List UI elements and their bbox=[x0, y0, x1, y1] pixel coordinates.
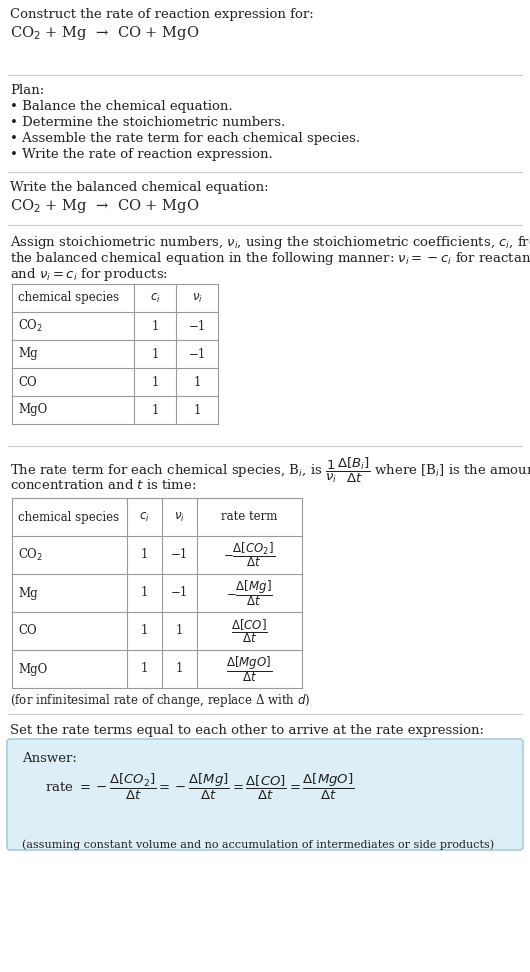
Text: 1: 1 bbox=[193, 375, 201, 389]
Text: MgO: MgO bbox=[18, 403, 47, 416]
Text: CO$_2$: CO$_2$ bbox=[18, 318, 43, 334]
Text: 1: 1 bbox=[193, 403, 201, 416]
Text: the balanced chemical equation in the following manner: $\nu_i = -c_i$ for react: the balanced chemical equation in the fo… bbox=[10, 250, 530, 267]
Text: 1: 1 bbox=[151, 348, 158, 361]
Text: $\nu_i$: $\nu_i$ bbox=[191, 292, 202, 304]
Text: $-\dfrac{\Delta[CO_2]}{\Delta t}$: $-\dfrac{\Delta[CO_2]}{\Delta t}$ bbox=[224, 540, 276, 570]
Text: concentration and $t$ is time:: concentration and $t$ is time: bbox=[10, 478, 197, 492]
Text: rate $= -\dfrac{\Delta[CO_2]}{\Delta t} = -\dfrac{\Delta[Mg]}{\Delta t} = \dfrac: rate $= -\dfrac{\Delta[CO_2]}{\Delta t} … bbox=[45, 772, 355, 802]
Text: • Write the rate of reaction expression.: • Write the rate of reaction expression. bbox=[10, 148, 273, 161]
Text: Plan:: Plan: bbox=[10, 84, 44, 97]
Text: CO: CO bbox=[18, 624, 37, 638]
Text: 1: 1 bbox=[141, 624, 148, 638]
Text: $\nu_i$: $\nu_i$ bbox=[174, 510, 185, 524]
Text: CO$_2$: CO$_2$ bbox=[18, 547, 43, 563]
Text: rate term: rate term bbox=[222, 510, 278, 524]
Text: −1: −1 bbox=[188, 348, 206, 361]
Text: $\dfrac{\Delta[CO]}{\Delta t}$: $\dfrac{\Delta[CO]}{\Delta t}$ bbox=[231, 617, 268, 644]
Text: and $\nu_i = c_i$ for products:: and $\nu_i = c_i$ for products: bbox=[10, 266, 168, 283]
Text: $-\dfrac{\Delta[Mg]}{\Delta t}$: $-\dfrac{\Delta[Mg]}{\Delta t}$ bbox=[226, 578, 273, 608]
Text: −1: −1 bbox=[171, 548, 188, 562]
Text: CO$_2$ + Mg  →  CO + MgO: CO$_2$ + Mg → CO + MgO bbox=[10, 24, 199, 42]
Text: • Assemble the rate term for each chemical species.: • Assemble the rate term for each chemic… bbox=[10, 132, 360, 145]
Text: 1: 1 bbox=[141, 586, 148, 600]
Text: $c_i$: $c_i$ bbox=[139, 510, 150, 524]
Text: Assign stoichiometric numbers, $\nu_i$, using the stoichiometric coefficients, $: Assign stoichiometric numbers, $\nu_i$, … bbox=[10, 234, 530, 251]
Text: (assuming constant volume and no accumulation of intermediates or side products): (assuming constant volume and no accumul… bbox=[22, 839, 494, 850]
FancyBboxPatch shape bbox=[7, 739, 523, 850]
Text: chemical species: chemical species bbox=[18, 292, 119, 304]
Text: 1: 1 bbox=[141, 548, 148, 562]
Text: Set the rate terms equal to each other to arrive at the rate expression:: Set the rate terms equal to each other t… bbox=[10, 724, 484, 737]
Text: CO$_2$ + Mg  →  CO + MgO: CO$_2$ + Mg → CO + MgO bbox=[10, 197, 199, 215]
Text: $\dfrac{\Delta[MgO]}{\Delta t}$: $\dfrac{\Delta[MgO]}{\Delta t}$ bbox=[226, 654, 272, 684]
Text: 1: 1 bbox=[141, 663, 148, 676]
Text: Write the balanced chemical equation:: Write the balanced chemical equation: bbox=[10, 181, 269, 194]
Text: 1: 1 bbox=[151, 375, 158, 389]
Text: $c_i$: $c_i$ bbox=[149, 292, 161, 304]
Text: • Balance the chemical equation.: • Balance the chemical equation. bbox=[10, 100, 233, 113]
Text: 1: 1 bbox=[176, 624, 183, 638]
Text: MgO: MgO bbox=[18, 663, 47, 676]
Text: −1: −1 bbox=[171, 586, 188, 600]
Text: (for infinitesimal rate of change, replace Δ with $d$): (for infinitesimal rate of change, repla… bbox=[10, 692, 311, 709]
Text: Mg: Mg bbox=[18, 348, 38, 361]
Text: The rate term for each chemical species, B$_i$, is $\dfrac{1}{\nu_i}\dfrac{\Delt: The rate term for each chemical species,… bbox=[10, 456, 530, 485]
Text: CO: CO bbox=[18, 375, 37, 389]
Text: 1: 1 bbox=[151, 403, 158, 416]
Text: chemical species: chemical species bbox=[18, 510, 119, 524]
Text: Mg: Mg bbox=[18, 586, 38, 600]
Text: 1: 1 bbox=[151, 320, 158, 332]
Text: • Determine the stoichiometric numbers.: • Determine the stoichiometric numbers. bbox=[10, 116, 285, 129]
Text: Answer:: Answer: bbox=[22, 752, 77, 765]
Text: 1: 1 bbox=[176, 663, 183, 676]
Text: Construct the rate of reaction expression for:: Construct the rate of reaction expressio… bbox=[10, 8, 314, 21]
Text: −1: −1 bbox=[188, 320, 206, 332]
